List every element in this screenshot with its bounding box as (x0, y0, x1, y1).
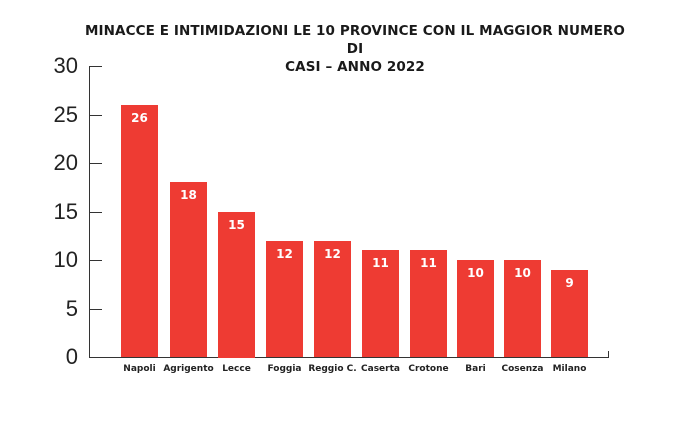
x-axis-end-tick (608, 351, 609, 358)
y-tick-label: 5 (65, 296, 78, 321)
y-tick-mark (89, 115, 102, 116)
x-category-label: Milano (552, 364, 587, 374)
y-tick-label: 25 (53, 102, 78, 127)
y-tick-label: 30 (53, 53, 78, 78)
bar-value-label: 18 (180, 188, 197, 202)
y-tick-mark (89, 260, 102, 261)
x-category-label: Agrigento (163, 364, 214, 374)
x-category-label: Reggio C. (308, 364, 357, 374)
bar-lecce: 15 (218, 212, 255, 358)
x-category-label: Lecce (222, 364, 251, 374)
bar-value-label: 11 (420, 256, 437, 270)
y-tick-mark (89, 212, 102, 213)
y-tick-mark (89, 163, 102, 164)
y-tick-label: 10 (53, 247, 78, 272)
y-tick-mark (89, 309, 102, 310)
x-category-label: Napoli (123, 364, 156, 374)
y-tick-mark (89, 66, 102, 67)
bar-value-label: 26 (131, 111, 148, 125)
bar-reggioc: 12 (314, 241, 351, 357)
bar-napoli: 26 (121, 105, 158, 357)
bar-bari: 10 (457, 260, 494, 357)
bar-value-label: 10 (514, 266, 531, 280)
bar-value-label: 12 (276, 247, 293, 261)
bar-foggia: 12 (266, 241, 303, 357)
bar-value-label: 11 (372, 256, 389, 270)
bar-value-label: 12 (324, 247, 341, 261)
chart-title: MINACCE E INTIMIDAZIONI LE 10 PROVINCE C… (80, 22, 630, 76)
x-category-label: Bari (465, 364, 486, 374)
y-tick-label: 20 (53, 150, 78, 175)
x-category-label: Crotone (408, 364, 449, 374)
x-axis-line (89, 357, 609, 358)
x-category-label: Foggia (267, 364, 302, 374)
bar-milano: 9 (551, 270, 588, 357)
bar-value-label: 15 (228, 218, 245, 232)
y-tick-label: 15 (53, 199, 78, 224)
bar-agrigento: 18 (170, 182, 207, 357)
bar-cosenza: 10 (504, 260, 541, 357)
bar-caserta: 11 (362, 250, 399, 357)
x-category-label: Caserta (361, 364, 400, 374)
x-category-label: Cosenza (501, 364, 544, 374)
chart-title-line-1: MINACCE E INTIMIDAZIONI LE 10 PROVINCE C… (85, 23, 625, 57)
y-tick-mark (89, 357, 102, 358)
bar-value-label: 10 (467, 266, 484, 280)
chart-title-line-2: CASI – ANNO 2022 (285, 59, 425, 75)
bar-value-label: 9 (565, 276, 574, 290)
bar-crotone: 11 (410, 250, 447, 357)
y-tick-label: 0 (65, 344, 78, 369)
